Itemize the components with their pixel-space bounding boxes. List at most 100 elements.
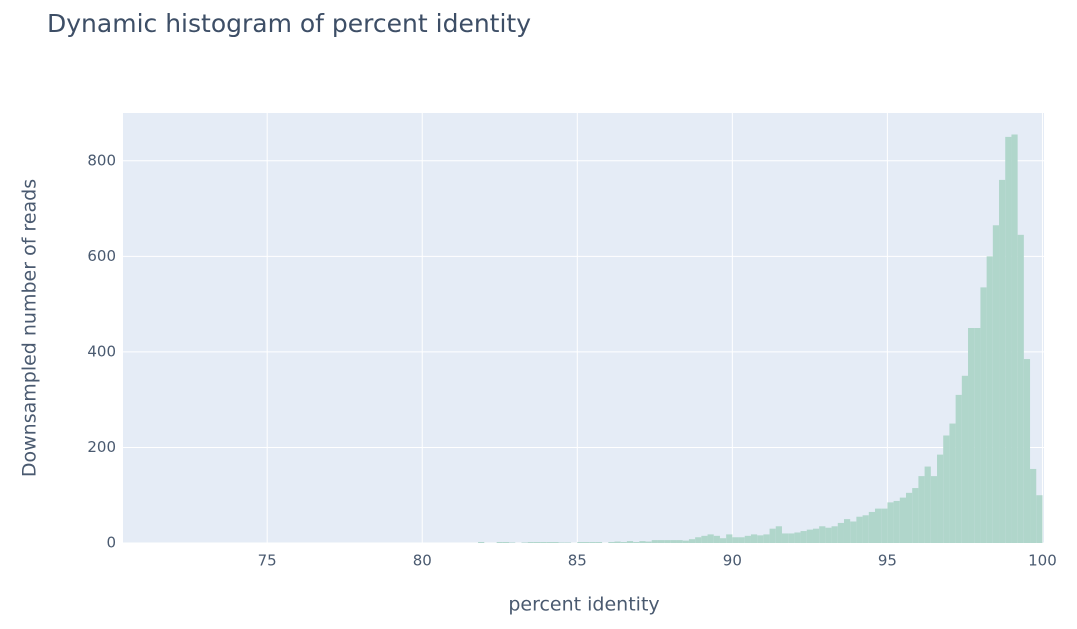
bar bbox=[533, 542, 541, 543]
bar bbox=[577, 542, 584, 543]
bar bbox=[1036, 495, 1043, 543]
bar bbox=[664, 540, 671, 543]
bar bbox=[968, 328, 975, 543]
bar bbox=[701, 535, 708, 543]
plot-area bbox=[123, 113, 1044, 543]
bar bbox=[1030, 468, 1037, 543]
bar bbox=[769, 528, 776, 543]
bar bbox=[719, 538, 727, 543]
x-tick-label: 80 bbox=[413, 552, 432, 570]
bar bbox=[899, 497, 907, 543]
bar bbox=[633, 542, 640, 543]
bar bbox=[806, 529, 813, 543]
bar bbox=[645, 541, 652, 543]
bar bbox=[812, 528, 820, 543]
bar bbox=[478, 542, 485, 543]
y-tick-label: 800 bbox=[87, 151, 116, 169]
bar bbox=[608, 542, 615, 543]
bar bbox=[496, 542, 503, 543]
bar bbox=[831, 526, 838, 543]
x-tick-label: 90 bbox=[723, 552, 742, 570]
bar bbox=[1023, 359, 1031, 543]
bar bbox=[707, 534, 714, 543]
bar bbox=[763, 534, 770, 543]
bar bbox=[961, 375, 969, 543]
bar bbox=[620, 542, 627, 543]
bar bbox=[999, 179, 1006, 543]
bar bbox=[862, 515, 869, 543]
bar bbox=[657, 540, 665, 543]
bar bbox=[726, 534, 733, 543]
bar bbox=[800, 531, 807, 543]
bar bbox=[893, 500, 900, 543]
x-tick-label: 85 bbox=[568, 552, 587, 570]
bar bbox=[732, 537, 739, 543]
bar bbox=[881, 508, 888, 543]
bar bbox=[552, 542, 559, 543]
bar bbox=[930, 476, 938, 543]
bar bbox=[955, 394, 962, 543]
bar bbox=[738, 537, 745, 543]
bar bbox=[502, 542, 510, 543]
grid bbox=[123, 113, 1044, 544]
bar bbox=[527, 542, 534, 543]
bar bbox=[943, 435, 950, 543]
bar bbox=[670, 540, 677, 543]
bars bbox=[478, 134, 1043, 544]
bar bbox=[583, 542, 590, 543]
x-tick-label: 100 bbox=[1028, 552, 1057, 570]
bar bbox=[856, 516, 863, 543]
bar bbox=[1005, 136, 1012, 543]
bar bbox=[595, 542, 603, 543]
bar bbox=[819, 526, 826, 543]
bar bbox=[850, 521, 857, 543]
bar bbox=[713, 535, 720, 543]
bar bbox=[918, 476, 925, 543]
x-tick-label: 95 bbox=[878, 552, 897, 570]
bar bbox=[887, 502, 894, 543]
bar bbox=[1017, 234, 1024, 544]
bar bbox=[843, 519, 851, 543]
bar bbox=[546, 542, 553, 543]
bar bbox=[626, 541, 634, 543]
bar bbox=[757, 535, 764, 543]
bar bbox=[676, 540, 683, 543]
chart-title: Dynamic histogram of percent identity bbox=[47, 9, 531, 38]
bar bbox=[974, 328, 981, 543]
bar bbox=[781, 533, 789, 543]
bar bbox=[980, 287, 987, 543]
bar bbox=[794, 532, 801, 543]
bar bbox=[614, 541, 621, 543]
bar bbox=[775, 526, 782, 543]
bar bbox=[937, 454, 944, 543]
bar bbox=[906, 492, 913, 543]
y-tick-label: 600 bbox=[87, 247, 116, 265]
bar bbox=[986, 256, 993, 543]
bar bbox=[924, 466, 931, 543]
bar bbox=[837, 522, 844, 543]
bar bbox=[682, 540, 689, 543]
bar bbox=[750, 534, 758, 543]
bar bbox=[992, 225, 1000, 543]
labels: 0 200 400 600 800 75 80 85 90 95 100 bbox=[87, 151, 1056, 569]
y-tick-label: 200 bbox=[87, 438, 116, 456]
y-tick-label: 0 bbox=[106, 534, 116, 552]
bar bbox=[639, 541, 646, 543]
bar bbox=[651, 540, 658, 543]
bar bbox=[540, 542, 547, 543]
x-tick-label: 75 bbox=[258, 552, 277, 570]
bar bbox=[868, 511, 875, 543]
bar bbox=[589, 542, 596, 543]
bar bbox=[1011, 134, 1018, 543]
bar bbox=[949, 423, 956, 543]
bar bbox=[744, 535, 751, 543]
bar bbox=[688, 539, 696, 543]
bar bbox=[788, 533, 795, 543]
bar bbox=[912, 488, 919, 543]
y-axis-title: Downsampled number of reads bbox=[19, 179, 41, 477]
x-axis-title: percent identity bbox=[508, 594, 659, 616]
bar bbox=[874, 508, 882, 543]
bar bbox=[825, 527, 832, 543]
y-tick-label: 400 bbox=[87, 342, 116, 360]
